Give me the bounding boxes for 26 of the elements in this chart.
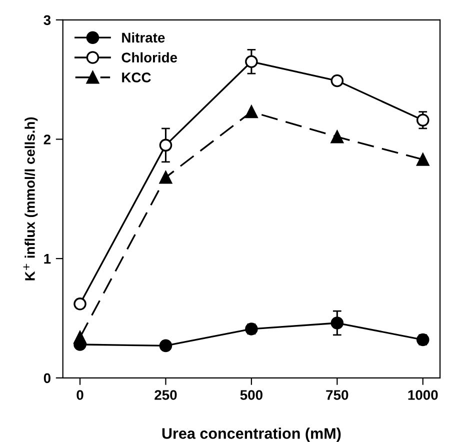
point <box>330 130 344 144</box>
y-tick-label: 2 <box>44 134 50 144</box>
y-tick-label: 3 <box>44 15 51 26</box>
point <box>245 105 258 118</box>
x-tick-label: 750 <box>326 390 348 400</box>
legend-label: KCC <box>122 72 151 82</box>
x-tick-label: 0 <box>76 390 84 400</box>
legend-label: Chloride <box>122 52 178 62</box>
point <box>159 171 172 184</box>
x-axis-title: Urea concentration (mM) <box>162 428 341 442</box>
legend-label: Nitrate <box>122 32 165 43</box>
x-tick-label: 250 <box>154 390 177 400</box>
x-tick-label: 1000 <box>408 390 438 400</box>
point <box>74 298 86 310</box>
y-tick-label: 0 <box>44 373 50 384</box>
point <box>330 316 344 330</box>
y-tick-label: 1 <box>44 254 51 264</box>
point <box>416 114 430 127</box>
point <box>330 74 344 88</box>
point <box>74 330 86 344</box>
point <box>159 138 172 152</box>
x-tick-label: 500 <box>240 390 262 400</box>
point <box>245 55 258 68</box>
y-axis-title: K$^{+}$ influx (mmol/l cells.h) <box>23 117 38 280</box>
point <box>159 339 172 352</box>
point <box>416 153 430 166</box>
